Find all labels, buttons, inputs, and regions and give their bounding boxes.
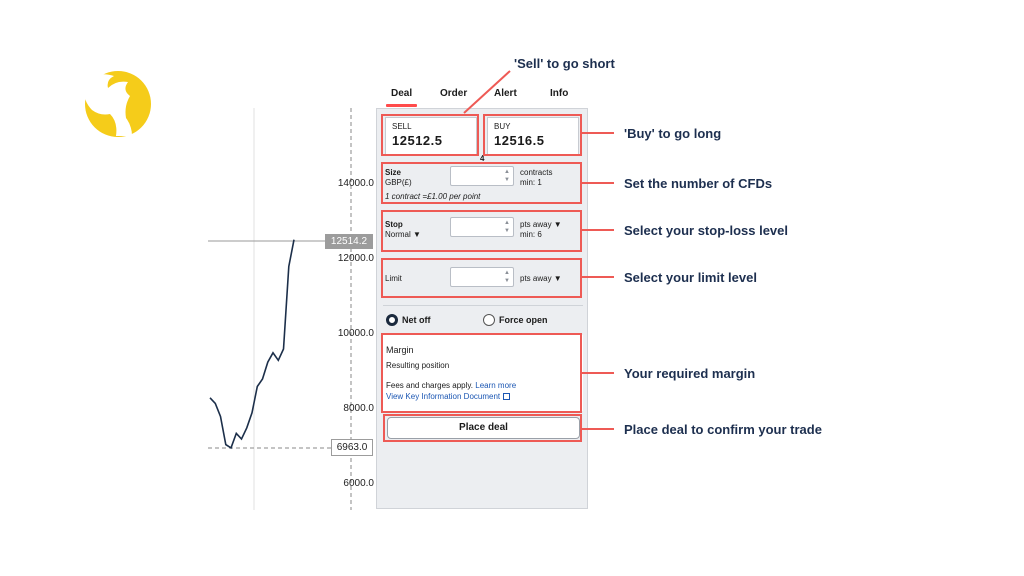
- price-chart-plot: [208, 108, 352, 510]
- spread-value: 4: [480, 154, 485, 163]
- limit-label: Limit: [385, 274, 402, 283]
- fees-label: Fees and charges apply.: [386, 381, 474, 390]
- price-chart[interactable]: 14000.0 12000.0 10000.0 8000.0 6000.0 12…: [208, 108, 376, 510]
- stop-min: min: 6: [520, 230, 542, 239]
- margin-label: Margin: [386, 345, 414, 355]
- sell-price: 12512.5: [392, 133, 443, 148]
- stop-stepper[interactable]: ▲ ▼: [450, 217, 514, 237]
- resulting-position-label: Resulting position: [386, 361, 450, 370]
- place-deal-button[interactable]: Place deal: [387, 417, 580, 439]
- force-open-label: Force open: [499, 315, 548, 325]
- force-open-radio[interactable]: [483, 314, 495, 326]
- annotation-stop: Select your stop-loss level: [624, 223, 789, 238]
- fees-text: Fees and charges apply. Learn more: [386, 381, 516, 390]
- annotation-place: Place deal to confirm your trade: [624, 422, 822, 437]
- limit-units-dropdown[interactable]: pts away ▼: [520, 274, 562, 283]
- buy-button[interactable]: BUY 12516.5: [487, 117, 579, 155]
- size-min: min: 1: [520, 178, 542, 187]
- kid-link[interactable]: View Key Information Document: [386, 392, 501, 401]
- limit-stepper[interactable]: ▲ ▼: [450, 267, 514, 287]
- deal-ticket-tabs: Deal Order Alert Info: [376, 88, 588, 108]
- sell-label: SELL: [392, 122, 412, 131]
- net-off-label: Net off: [402, 315, 431, 325]
- sell-highlight: [381, 114, 479, 156]
- sell-button[interactable]: SELL 12512.5: [385, 117, 477, 155]
- net-off-radio[interactable]: [386, 314, 398, 326]
- margin-box: Margin Resulting position Fees and charg…: [383, 335, 583, 411]
- limit-highlight: [381, 258, 582, 298]
- buy-highlight: [483, 114, 582, 156]
- learn-more-link[interactable]: Learn more: [475, 381, 517, 390]
- size-note: 1 contract =£1.00 per point: [385, 192, 481, 201]
- stepper-arrows-icon[interactable]: ▲ ▼: [504, 270, 510, 284]
- size-units: contracts: [520, 168, 553, 177]
- annotation-margin: Your required margin: [624, 366, 756, 381]
- tab-info[interactable]: Info: [550, 88, 569, 99]
- annotation-buy: 'Buy' to go long: [624, 126, 722, 141]
- size-stepper[interactable]: ▲ ▼: [450, 166, 514, 186]
- current-price-tag: 12514.2: [325, 234, 373, 249]
- stop-units-dropdown[interactable]: pts away ▼: [520, 220, 562, 229]
- y-tick-label: 10000.0: [337, 328, 374, 339]
- stop-label: Stop: [385, 220, 403, 229]
- buy-label: BUY: [494, 122, 511, 131]
- annotation-sell: 'Sell' to go short: [514, 56, 615, 71]
- annotation-size: Set the number of CFDs: [624, 176, 773, 191]
- size-highlight: [381, 162, 582, 204]
- stop-type-dropdown[interactable]: Normal ▼: [385, 230, 421, 239]
- low-price-tag: 6963.0: [331, 439, 373, 456]
- size-label: Size: [385, 168, 402, 177]
- y-tick-label: 14000.0: [337, 178, 374, 189]
- price-line: [209, 239, 295, 450]
- y-tick-label: 8000.0: [343, 403, 374, 414]
- kid-link-wrapper[interactable]: View Key Information Document: [386, 392, 511, 401]
- stepper-arrows-icon[interactable]: ▲ ▼: [504, 169, 510, 183]
- stop-highlight: [381, 210, 582, 252]
- y-tick-label: 6000.0: [343, 478, 374, 489]
- annotation-limit: Select your limit level: [624, 270, 757, 285]
- y-tick-label: 12000.0: [337, 253, 374, 264]
- tab-deal[interactable]: Deal: [385, 88, 418, 107]
- buy-price: 12516.5: [494, 133, 545, 148]
- margin-highlight: [381, 333, 582, 413]
- tab-order[interactable]: Order: [440, 88, 468, 99]
- external-link-icon: [503, 393, 511, 400]
- size-currency: GBP(£): [385, 178, 412, 187]
- stepper-arrows-icon[interactable]: ▲ ▼: [504, 220, 510, 234]
- bull-logo-icon: [76, 66, 158, 138]
- divider: [383, 305, 583, 306]
- deal-ticket-panel: SELL 12512.5 BUY 12516.5 4 Size GBP(£) ▲…: [376, 108, 588, 509]
- tab-alert[interactable]: Alert: [494, 88, 517, 99]
- place-deal-highlight: [383, 414, 582, 442]
